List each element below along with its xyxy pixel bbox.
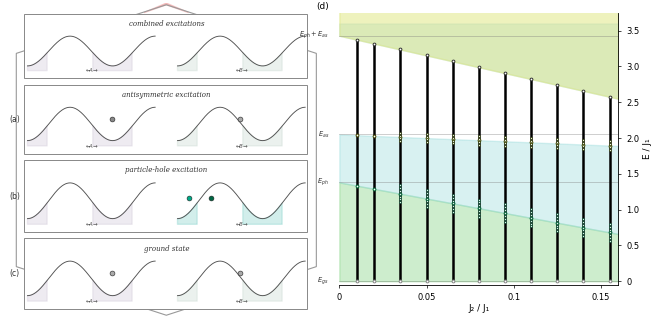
Text: (a): (a) [9, 115, 20, 124]
Text: $E_{gs}$: $E_{gs}$ [317, 276, 329, 287]
Text: $E_{ph}$: $E_{ph}$ [317, 177, 329, 188]
Y-axis label: E / J₁: E / J₁ [642, 139, 652, 159]
FancyBboxPatch shape [24, 14, 306, 78]
Text: $\leftarrow\!\!A\!\!\rightarrow$: $\leftarrow\!\!A\!\!\rightarrow$ [84, 297, 99, 305]
Text: combined excitations: combined excitations [128, 20, 204, 28]
Text: (b): (b) [9, 192, 20, 201]
Text: $\leftarrow\!\!B\!\!\rightarrow$: $\leftarrow\!\!B\!\!\rightarrow$ [234, 297, 249, 305]
Polygon shape [144, 3, 189, 12]
Text: ground state: ground state [144, 245, 189, 253]
Text: $\leftarrow\!\!A\!\!\rightarrow$: $\leftarrow\!\!A\!\!\rightarrow$ [84, 142, 99, 150]
Text: antisymmetric excitation: antisymmetric excitation [122, 91, 210, 99]
Text: (d): (d) [317, 2, 329, 11]
X-axis label: J₂ / J₁: J₂ / J₁ [468, 304, 489, 313]
Text: $\leftarrow\!\!A\!\!\rightarrow$: $\leftarrow\!\!A\!\!\rightarrow$ [84, 220, 99, 228]
Text: particle-hole excitation: particle-hole excitation [125, 166, 208, 174]
Text: $\leftarrow\!\!B\!\!\rightarrow$: $\leftarrow\!\!B\!\!\rightarrow$ [234, 66, 249, 74]
Text: $E_{ph}+E_{as}$: $E_{ph}+E_{as}$ [299, 30, 329, 42]
Text: $\leftarrow\!\!B\!\!\rightarrow$: $\leftarrow\!\!B\!\!\rightarrow$ [234, 220, 249, 228]
FancyBboxPatch shape [24, 160, 306, 232]
FancyBboxPatch shape [24, 238, 306, 309]
Text: $\leftarrow\!\!B\!\!\rightarrow$: $\leftarrow\!\!B\!\!\rightarrow$ [234, 142, 249, 150]
FancyBboxPatch shape [24, 85, 306, 154]
Text: $E_{as}$: $E_{as}$ [318, 129, 329, 140]
Text: (c): (c) [9, 269, 19, 278]
Text: $\leftarrow\!\!A\!\!\rightarrow$: $\leftarrow\!\!A\!\!\rightarrow$ [84, 66, 99, 74]
